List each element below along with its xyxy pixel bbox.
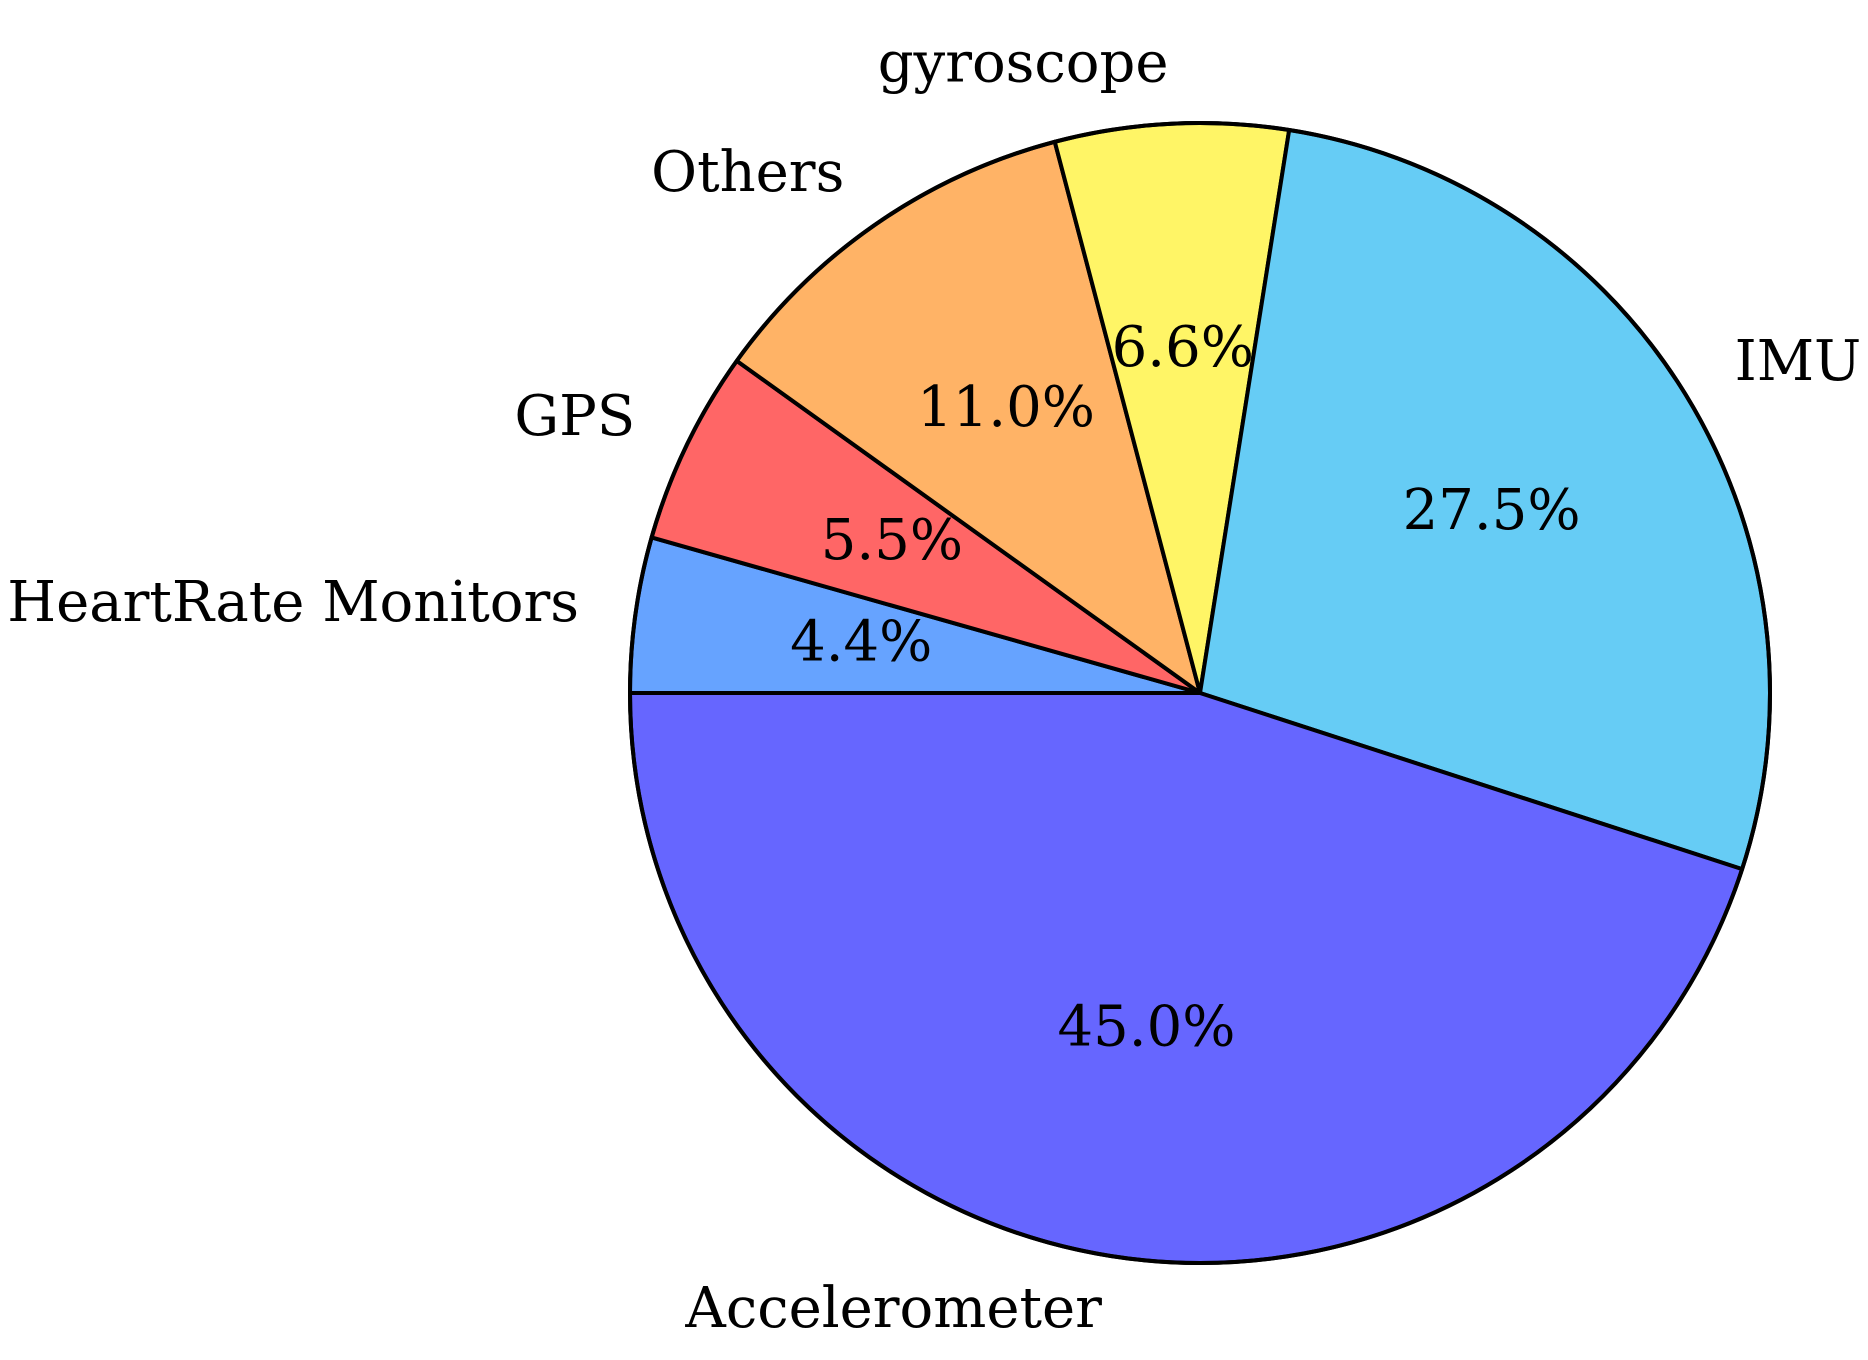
percentage-label-gps: 5.5% xyxy=(821,508,963,573)
percentage-label-imu: 27.5% xyxy=(1403,478,1581,543)
percentage-label-gyroscope: 6.6% xyxy=(1112,315,1254,380)
percentage-label-heartrate-monitors: 4.4% xyxy=(790,609,932,674)
percentage-label-others: 11.0% xyxy=(917,375,1095,440)
category-label-gps: GPS xyxy=(514,384,635,449)
category-label-heartrate-monitors: HeartRate Monitors xyxy=(7,570,579,635)
percentage-label-accelerometer: 45.0% xyxy=(1058,994,1236,1059)
category-label-accelerometer: Accelerometer xyxy=(684,1276,1102,1341)
pie-outline xyxy=(628,121,1772,1265)
category-label-imu: IMU xyxy=(1735,329,1862,394)
percentage-labels: 4.4% 5.5% 11.0% 6.6% 27.5% 45.0% xyxy=(790,315,1580,1059)
category-label-others: Others xyxy=(651,140,844,205)
category-labels: HeartRate Monitors GPS Others gyroscope IMU A… xyxy=(7,30,1861,1340)
category-label-gyroscope: gyroscope xyxy=(878,30,1169,95)
pie-slices xyxy=(628,121,1772,1265)
